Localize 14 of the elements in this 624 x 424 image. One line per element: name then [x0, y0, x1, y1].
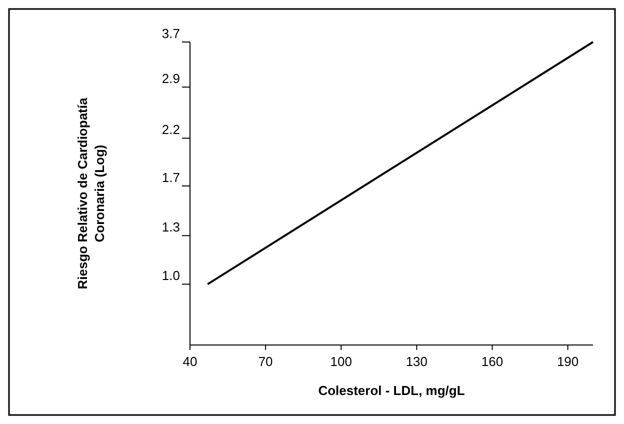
- x-tick-label: 160: [481, 354, 504, 369]
- y-tick-label: 3.7: [162, 26, 180, 41]
- x-axis-title: Colesterol - LDL, mg/gL: [318, 383, 465, 398]
- y-tick-label: 2.2: [162, 122, 180, 138]
- y-tick-label: 1.3: [162, 220, 180, 235]
- y-tick-label: 1.0: [162, 268, 180, 284]
- x-tick-label: 70: [258, 354, 273, 369]
- y-tick-label: 1.7: [162, 170, 180, 185]
- y-axis-title: Riesgo Relativo de Cardiopatía Coronaria (Log): [75, 97, 107, 290]
- x-tick-label: 130: [406, 354, 428, 369]
- x-tick-label: 190: [556, 354, 579, 369]
- x-tick-label: 40: [182, 354, 198, 369]
- y-tick-label: 2.9: [162, 71, 180, 86]
- x-tick-label: 100: [330, 354, 352, 369]
